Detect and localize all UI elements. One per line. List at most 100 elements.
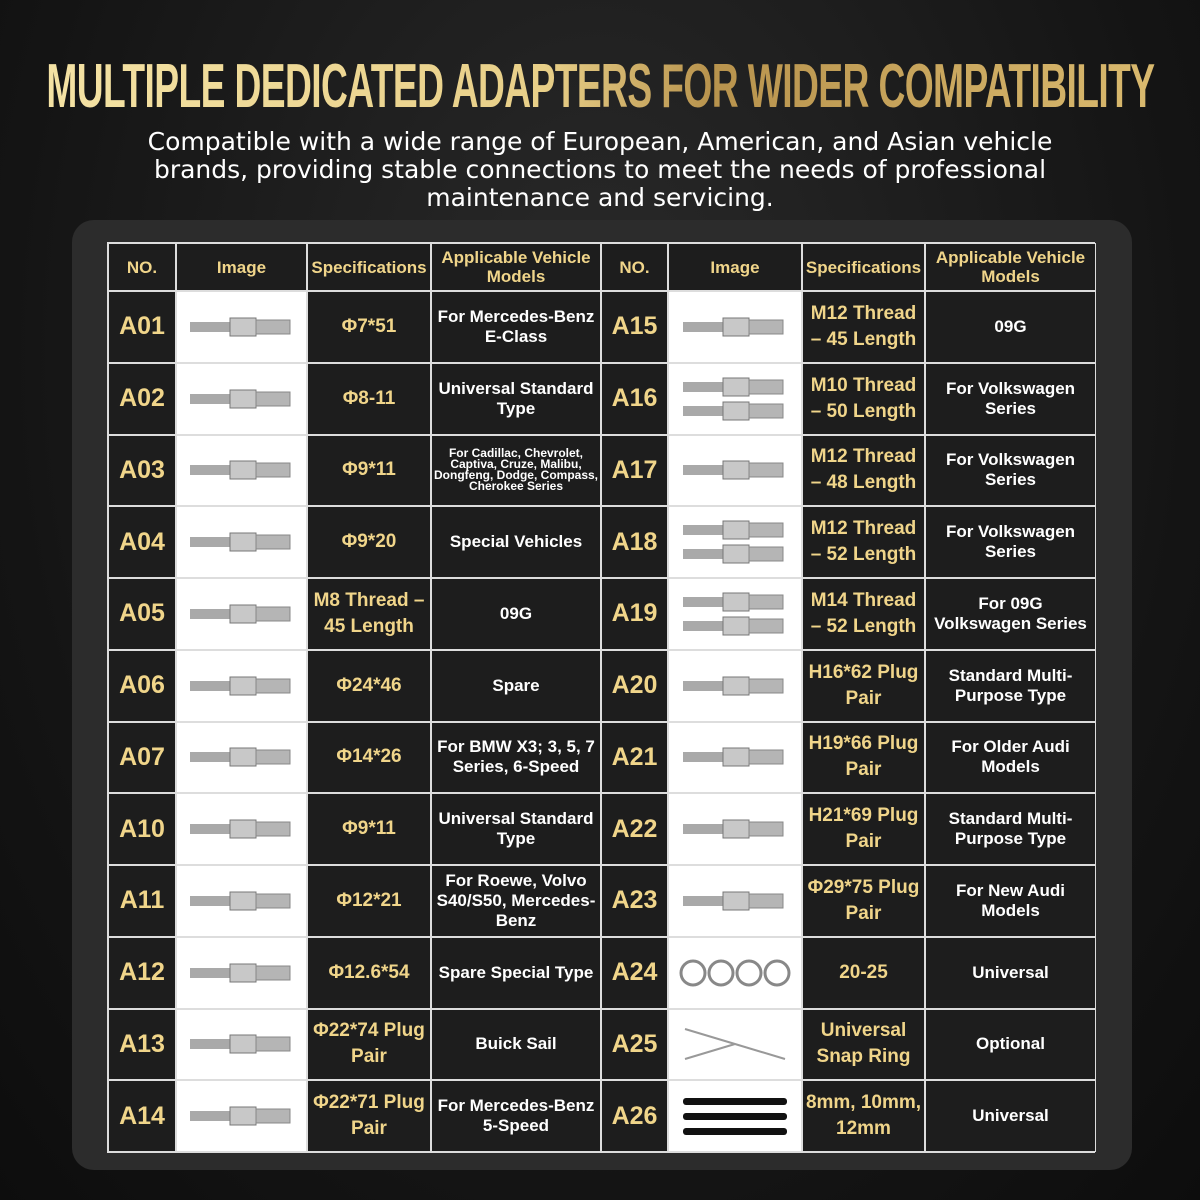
column-header: Applicable Vehicle Models xyxy=(925,243,1096,291)
image-cell xyxy=(176,793,307,865)
image-cell xyxy=(176,291,307,363)
vehicle-models: For Mercedes-Benz 5-Speed xyxy=(431,1080,601,1152)
adapter-image xyxy=(683,676,784,696)
row-number: A17 xyxy=(601,434,668,507)
vehicle-models: For 09G Volkswagen Series xyxy=(925,578,1096,650)
adapter-image xyxy=(189,389,290,409)
column-header: Image xyxy=(668,243,802,291)
image-cell xyxy=(176,1008,307,1081)
vehicle-models: Universal Standard Type xyxy=(431,793,601,865)
specification: M12 Thread – 52 Length xyxy=(802,506,925,578)
adapter-image xyxy=(189,963,290,983)
row-number: A22 xyxy=(601,793,668,865)
row-number: A18 xyxy=(601,506,668,578)
adapter-image xyxy=(189,460,290,480)
vehicle-models: For Volkswagen Series xyxy=(925,506,1096,578)
column-header: NO. xyxy=(601,243,668,291)
image-cell xyxy=(668,434,802,507)
row-number: A03 xyxy=(108,434,176,507)
vehicle-models: Spare Special Type xyxy=(431,936,601,1009)
title: MULTIPLE DEDICATED ADAPTERS FOR WIDER CO… xyxy=(45,52,1155,121)
table: NO. Image Specifications Applicable Vehicle… xyxy=(107,242,1096,1153)
row-number: A21 xyxy=(601,721,668,794)
row-number: A02 xyxy=(108,362,176,435)
specification: M14 Thread – 52 Length xyxy=(802,578,925,650)
specification: H19*66 Plug Pair xyxy=(802,721,925,794)
image-cell xyxy=(176,865,307,937)
specification: Φ29*75 Plug Pair xyxy=(802,865,925,937)
specification: Φ12*21 xyxy=(307,865,431,937)
adapter-image xyxy=(189,1034,290,1054)
vehicle-models: Spare xyxy=(431,649,601,722)
specification: Universal Snap Ring xyxy=(802,1008,925,1081)
adapter-image xyxy=(189,747,290,767)
image-cell xyxy=(176,721,307,794)
adapter-image xyxy=(189,1106,290,1126)
adapter-image xyxy=(189,317,290,337)
column-header: Image xyxy=(176,243,307,291)
adapter-image xyxy=(189,532,290,552)
column-header: NO. xyxy=(108,243,176,291)
adapter-image xyxy=(683,747,784,767)
row-number: A14 xyxy=(108,1080,176,1152)
row-number: A13 xyxy=(108,1008,176,1081)
subtitle: Compatible with a wide range of European… xyxy=(147,127,1053,212)
image-cell xyxy=(176,936,307,1009)
specification: M12 Thread – 45 Length xyxy=(802,291,925,363)
row-number: A15 xyxy=(601,291,668,363)
vehicle-models: For Volkswagen Series xyxy=(925,434,1096,507)
row-number: A01 xyxy=(108,291,176,363)
vehicle-models: Standard Multi-Purpose Type xyxy=(925,793,1096,865)
specification: Φ24*46 xyxy=(307,649,431,722)
specification: Φ9*11 xyxy=(307,793,431,865)
image-cell xyxy=(668,578,802,650)
image-cell xyxy=(668,865,802,937)
adapter-image xyxy=(684,1028,786,1061)
specification: M12 Thread – 48 Length xyxy=(802,434,925,507)
adapter-image xyxy=(683,891,784,911)
vehicle-models: For BMW X3; 3, 5, 7 Series, 6-Speed xyxy=(431,721,601,794)
vehicle-models: For Cadillac, Chevrolet, Captiva, Cruze,… xyxy=(431,434,601,507)
adapter-image xyxy=(683,317,784,337)
row-number: A11 xyxy=(108,865,176,937)
vehicle-models: Universal Standard Type xyxy=(431,362,601,435)
row-number: A12 xyxy=(108,936,176,1009)
specification: Φ8-11 xyxy=(307,362,431,435)
adapter-image xyxy=(683,460,784,480)
title-wrap: MULTIPLE DEDICATED ADAPTERS FOR WIDER CO… xyxy=(0,52,1200,122)
vehicle-models: For Mercedes-Benz E-Class xyxy=(431,291,601,363)
specification: M10 Thread – 50 Length xyxy=(802,362,925,435)
vehicle-models: 09G xyxy=(431,578,601,650)
image-cell xyxy=(176,649,307,722)
specification: H16*62 Plug Pair xyxy=(802,649,925,722)
row-number: A07 xyxy=(108,721,176,794)
specification: Φ9*20 xyxy=(307,506,431,578)
row-number: A20 xyxy=(601,649,668,722)
image-cell xyxy=(668,721,802,794)
image-cell xyxy=(668,506,802,578)
image-cell xyxy=(668,1080,802,1152)
vehicle-models: For Roewe, Volvo S40/S50, Mercedes-Benz xyxy=(431,865,601,937)
vehicle-models: Optional xyxy=(925,1008,1096,1081)
image-cell xyxy=(176,578,307,650)
image-cell xyxy=(176,506,307,578)
image-cell xyxy=(176,434,307,507)
row-number: A25 xyxy=(601,1008,668,1081)
specification: Φ22*74 Plug Pair xyxy=(307,1008,431,1081)
vehicle-models: For New Audi Models xyxy=(925,865,1096,937)
image-cell xyxy=(668,936,802,1009)
specification: 8mm, 10mm, 12mm xyxy=(802,1080,925,1152)
column-header: Applicable Vehicle Models xyxy=(431,243,601,291)
row-number: A16 xyxy=(601,362,668,435)
row-number: A19 xyxy=(601,578,668,650)
adapter-image xyxy=(683,592,784,636)
vehicle-models: Universal xyxy=(925,936,1096,1009)
specification: H21*69 Plug Pair xyxy=(802,793,925,865)
vehicle-models: Buick Sail xyxy=(431,1008,601,1081)
specification: Φ22*71 Plug Pair xyxy=(307,1080,431,1152)
adapter-image xyxy=(683,819,784,839)
specification: Φ7*51 xyxy=(307,291,431,363)
adapter-image xyxy=(189,604,290,624)
image-cell xyxy=(668,362,802,435)
